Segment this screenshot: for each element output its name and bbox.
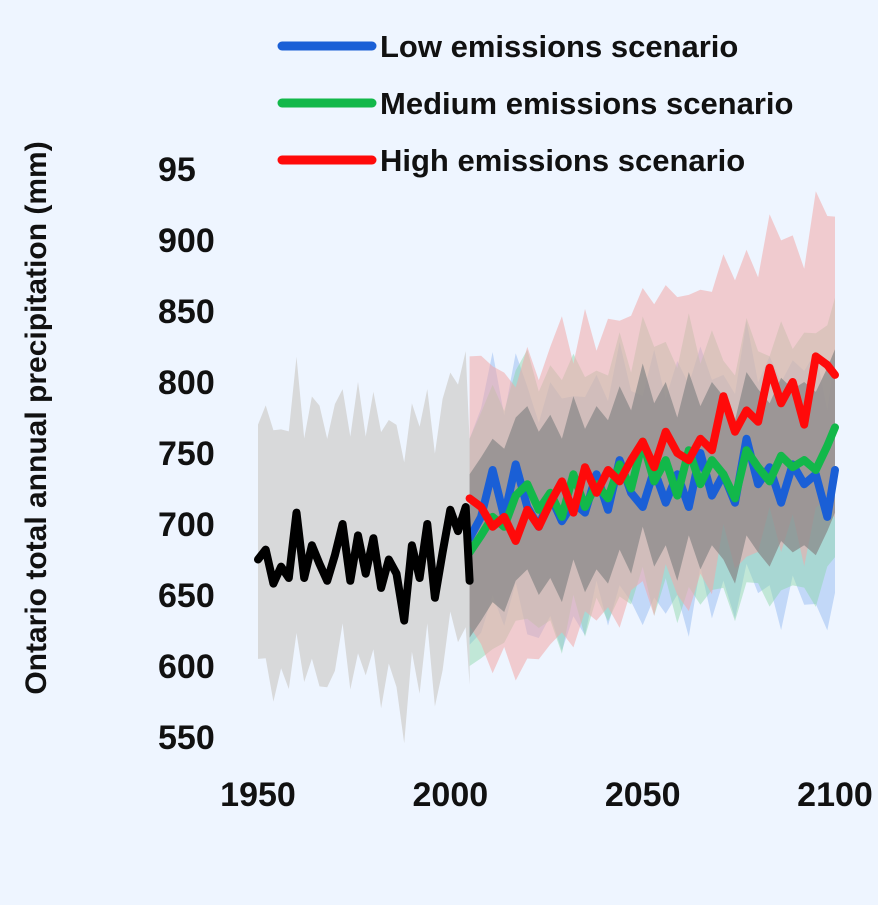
x-tick-label: 2100: [797, 776, 873, 814]
y-tick-label: 800: [158, 364, 215, 402]
legend-label: Medium emissions scenario: [380, 86, 793, 121]
x-tick-label: 2050: [605, 776, 681, 814]
legend-entry: Low emissions scenario: [277, 29, 738, 64]
y-tick-label: 850: [158, 293, 215, 331]
x-tick-label: 1950: [220, 776, 296, 814]
y-tick-label: 700: [158, 506, 215, 544]
y-tick-label: 900: [158, 222, 215, 260]
y-tick-label: 600: [158, 648, 215, 686]
medium-emissions-line: [465, 423, 839, 557]
high-emissions-line: [465, 352, 839, 545]
legend-label: Low emissions scenario: [380, 29, 738, 64]
legend-entry: High emissions scenario: [277, 143, 745, 178]
y-tick-label: 550: [158, 719, 215, 757]
series-lines: [254, 352, 839, 625]
uncertainty-bands: [258, 191, 835, 744]
x-axis-ticks: 1950 2000 2050 2100: [220, 776, 873, 814]
x-tick-label: 2000: [413, 776, 489, 814]
y-tick-label: 95: [158, 151, 196, 189]
y-tick-label: 750: [158, 435, 215, 473]
y-tick-label: 650: [158, 577, 215, 615]
y-axis-label: Ontario total annual precipitation (mm): [20, 141, 53, 694]
legend-label: High emissions scenario: [380, 143, 745, 178]
historical-line: [254, 503, 474, 625]
legend-entry: Medium emissions scenario: [277, 86, 793, 121]
legend: Low emissions scenario Medium emissions s…: [277, 29, 793, 178]
y-axis-ticks: 550 600 650 700 750 800 850 900 95: [158, 151, 215, 757]
